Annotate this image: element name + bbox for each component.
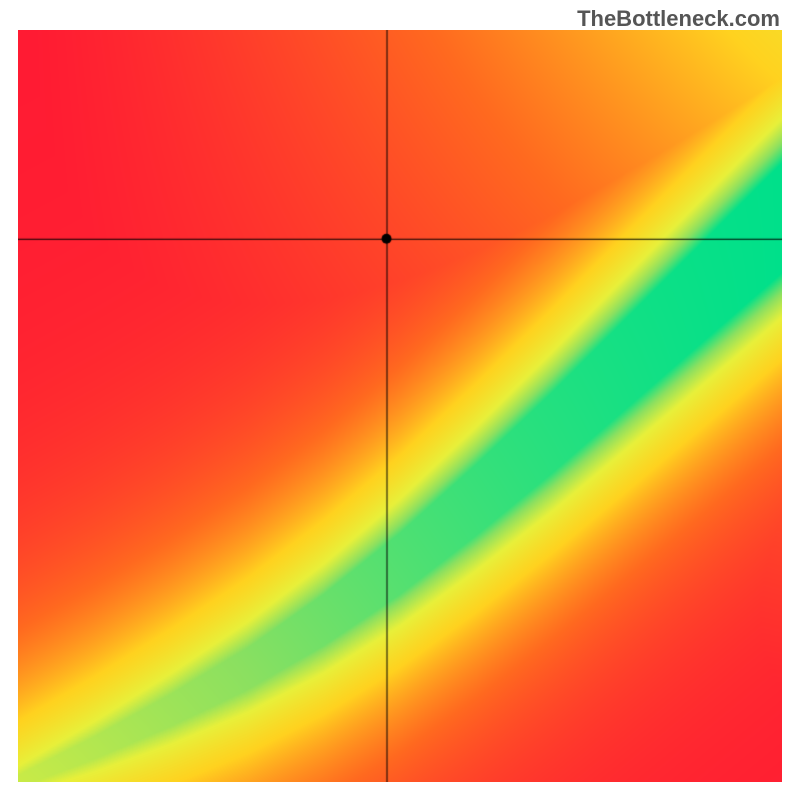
bottleneck-heatmap <box>18 30 782 782</box>
heatmap-canvas <box>18 30 782 782</box>
watermark-text: TheBottleneck.com <box>577 6 780 32</box>
